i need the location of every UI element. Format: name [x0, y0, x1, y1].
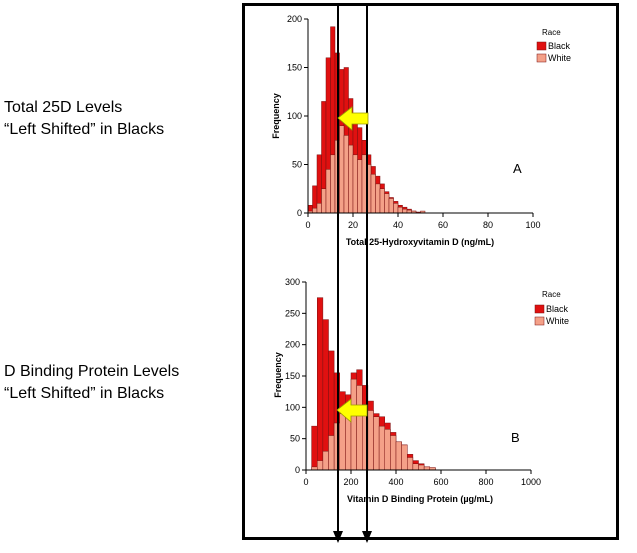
top-side-label-line1: Total 25D Levels [4, 99, 123, 116]
bottom-y-tick-label: 250 [285, 308, 300, 318]
top-bar-white [316, 203, 322, 214]
top-bar-white [348, 144, 354, 214]
bottom-legend-swatch-white [534, 316, 545, 326]
top-bar-white [357, 159, 363, 214]
bottom-bar-white [418, 464, 425, 471]
bottom-bar-white [328, 435, 335, 471]
top-bar-white [361, 154, 367, 214]
top-y-tick-label: 50 [292, 160, 302, 170]
bottom-x-tick-label: 1000 [521, 477, 541, 487]
top-x-tick-label: 100 [525, 220, 540, 230]
top-x-tick-label: 20 [348, 220, 358, 230]
top-bar-white [393, 203, 399, 214]
bottom-bar-white [378, 425, 385, 471]
top-legend-title: Race [542, 28, 561, 37]
bottom-y-tick-label: 200 [285, 340, 300, 350]
top-x-tick-label: 0 [305, 220, 310, 230]
bottom-bar-white [412, 463, 419, 471]
bottom-bar-white [395, 441, 402, 471]
top-bar-white [312, 207, 318, 214]
top-x-tick-label: 40 [393, 220, 403, 230]
top-bar-white [402, 208, 408, 214]
bottom-x-axis-title: Vitamin D Binding Protein (µg/mL) [347, 494, 493, 504]
top-bar-white [370, 173, 376, 214]
bottom-y-tick-label: 100 [285, 402, 300, 412]
bottom-x-tick-label: 600 [433, 477, 448, 487]
top-legend-swatch-white [536, 53, 547, 63]
bottom-y-tick-label: 150 [285, 371, 300, 381]
bottom-bar-white [373, 416, 380, 471]
top-bar-white [321, 188, 327, 214]
top-y-tick-label: 100 [287, 111, 302, 121]
top-y-tick-label: 200 [287, 14, 302, 24]
top-x-tick-label: 60 [438, 220, 448, 230]
top-bar-white [384, 193, 390, 214]
bottom-side-label: D Binding Protein Levels “Left Shifted” … [4, 361, 179, 405]
bottom-side-label-line1: D Binding Protein Levels [4, 363, 180, 380]
top-side-label: Total 25D Levels “Left Shifted” in Black… [4, 97, 164, 141]
top-bar-white [343, 135, 349, 214]
panel-label-a: A [513, 161, 522, 176]
top-legend-label-white: White [548, 53, 571, 63]
bottom-y-tick-label: 300 [285, 277, 300, 287]
bottom-y-axis-title: Frequency [273, 352, 283, 398]
top-bar-white [375, 183, 381, 214]
bottom-bar-white [407, 457, 414, 471]
top-side-label-line2: “Left Shifted” in Blacks [4, 121, 165, 138]
top-histogram: 0 50 100 150 200 0 20 40 60 80 100 Frequency Tota… [271, 14, 571, 247]
top-legend-swatch-black [536, 41, 547, 51]
bottom-side-label-line2: “Left Shifted” in Blacks [4, 385, 165, 402]
top-bar-white [397, 206, 403, 214]
bottom-x-tick-label: 0 [303, 477, 308, 487]
bottom-bar-white [322, 450, 329, 471]
bottom-y-tick-label: 0 [295, 465, 300, 475]
bottom-bar-black [322, 319, 329, 471]
top-legend-label-black: Black [548, 41, 571, 51]
bottom-legend-label-black: Black [546, 304, 569, 314]
top-y-tick-label: 150 [287, 63, 302, 73]
top-bar-white [379, 188, 385, 214]
top-y-axis-title: Frequency [271, 93, 281, 139]
bottom-bar-white [350, 378, 357, 471]
panel-label-b: B [511, 430, 520, 445]
bottom-bar-white [401, 444, 408, 471]
bottom-y-tick-label: 50 [290, 434, 300, 444]
top-x-tick-label: 80 [483, 220, 493, 230]
left-arrow-icon [337, 106, 369, 131]
top-bar-white [330, 154, 336, 214]
top-y-tick-label: 0 [297, 208, 302, 218]
down-arrow-icon [362, 531, 372, 543]
bottom-bar-white [339, 413, 346, 471]
top-bar-white [388, 198, 394, 214]
bottom-bar-white [317, 460, 324, 471]
bottom-x-tick-label: 200 [343, 477, 358, 487]
top-x-axis-title: Total 25-Hydroxyvitamin D (ng/mL) [346, 237, 494, 247]
bottom-bar-white [384, 429, 391, 471]
top-bar-white [352, 154, 358, 214]
bottom-bar-black [311, 425, 318, 471]
down-arrow-icon [333, 531, 343, 543]
top-bar-white [339, 125, 345, 214]
bottom-bar-white [356, 385, 363, 471]
bottom-bar-white [367, 410, 374, 471]
bottom-bar-black [317, 297, 324, 471]
bottom-legend-swatch-black [534, 304, 545, 314]
chart-frame [242, 3, 619, 540]
bottom-bar-white [390, 435, 397, 471]
bottom-x-tick-label: 800 [478, 477, 493, 487]
left-arrow-icon [336, 398, 368, 423]
top-bar-white [325, 169, 331, 214]
bottom-x-tick-label: 400 [388, 477, 403, 487]
bottom-histogram: 0 50 100 150 200 250 300 0 200 400 600 800 1000 Fre… [273, 277, 569, 504]
bottom-legend-title: Race [542, 290, 561, 299]
bottom-legend-label-white: White [546, 316, 569, 326]
